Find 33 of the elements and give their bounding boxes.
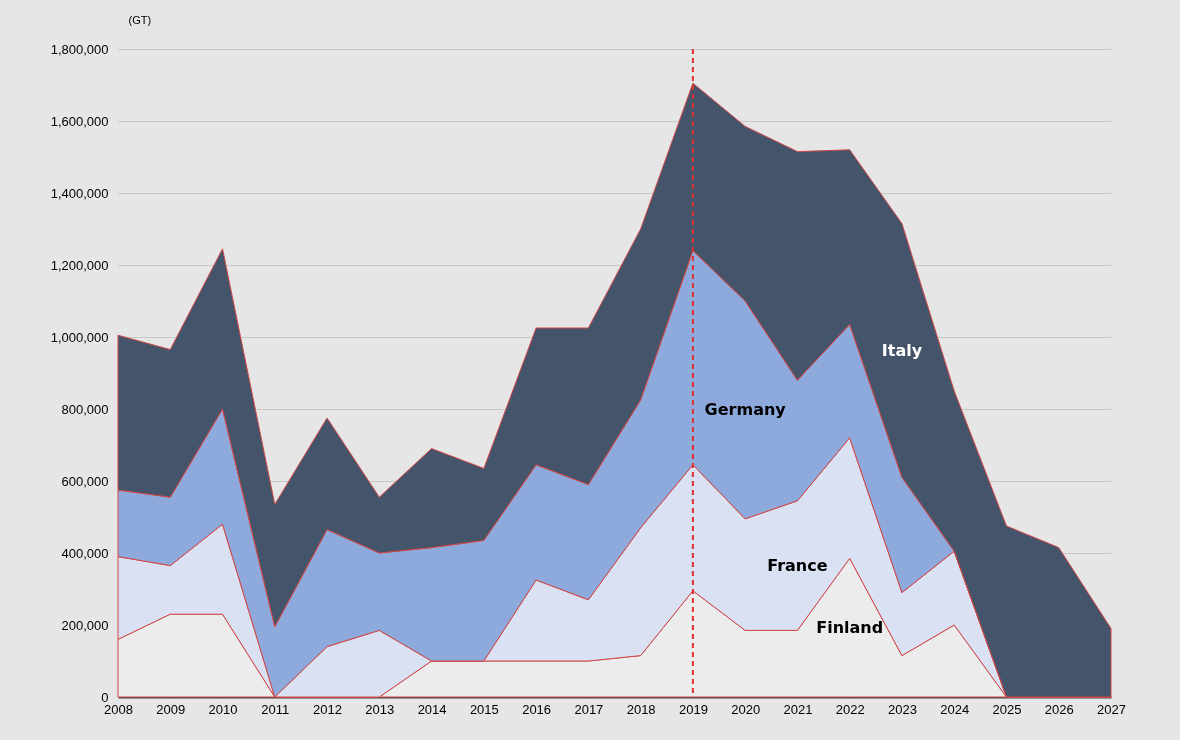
x-tick-label: 2024: [940, 701, 970, 717]
y-tick-label: 1,800,000: [50, 41, 109, 57]
x-tick-label: 2023: [887, 701, 917, 717]
x-tick-label: 2020: [731, 701, 761, 717]
y-tick-label: 1,400,000: [50, 185, 109, 201]
y-tick-label: 1,000,000: [50, 329, 109, 345]
y-tick-label: 400,000: [61, 545, 109, 561]
y-axis-title: (GT): [128, 13, 152, 26]
x-tick-label: 2012: [313, 701, 343, 717]
y-tick-label: 600,000: [61, 473, 109, 489]
x-tick-label: 2017: [574, 701, 604, 717]
x-tick-label: 2018: [626, 701, 656, 717]
x-tick-label: 2010: [208, 701, 238, 717]
x-tick-label: 2027: [1097, 701, 1126, 717]
x-tick-label: 2015: [469, 701, 499, 717]
series-label: Germany: [704, 399, 787, 419]
series-label: Italy: [881, 340, 923, 360]
x-tick-label: 2026: [1044, 701, 1074, 717]
y-tick-label: 800,000: [61, 401, 109, 417]
x-tick-label: 2025: [992, 701, 1022, 717]
y-tick-label: 1,600,000: [50, 113, 109, 129]
x-tick-label: 2019: [678, 701, 708, 717]
x-tick-label: 2021: [783, 701, 813, 717]
x-tick-label: 2022: [835, 701, 865, 717]
y-tick-label: 200,000: [61, 617, 109, 633]
x-tick-label: 2014: [417, 701, 447, 717]
series-label: Finland: [816, 617, 884, 637]
x-tick-label: 2016: [522, 701, 552, 717]
y-tick-label: 1,200,000: [50, 257, 109, 273]
x-tick-label: 2009: [156, 701, 186, 717]
series-label: France: [767, 555, 828, 575]
x-tick-label: 2013: [365, 701, 395, 717]
x-tick-label: 2011: [261, 701, 290, 717]
